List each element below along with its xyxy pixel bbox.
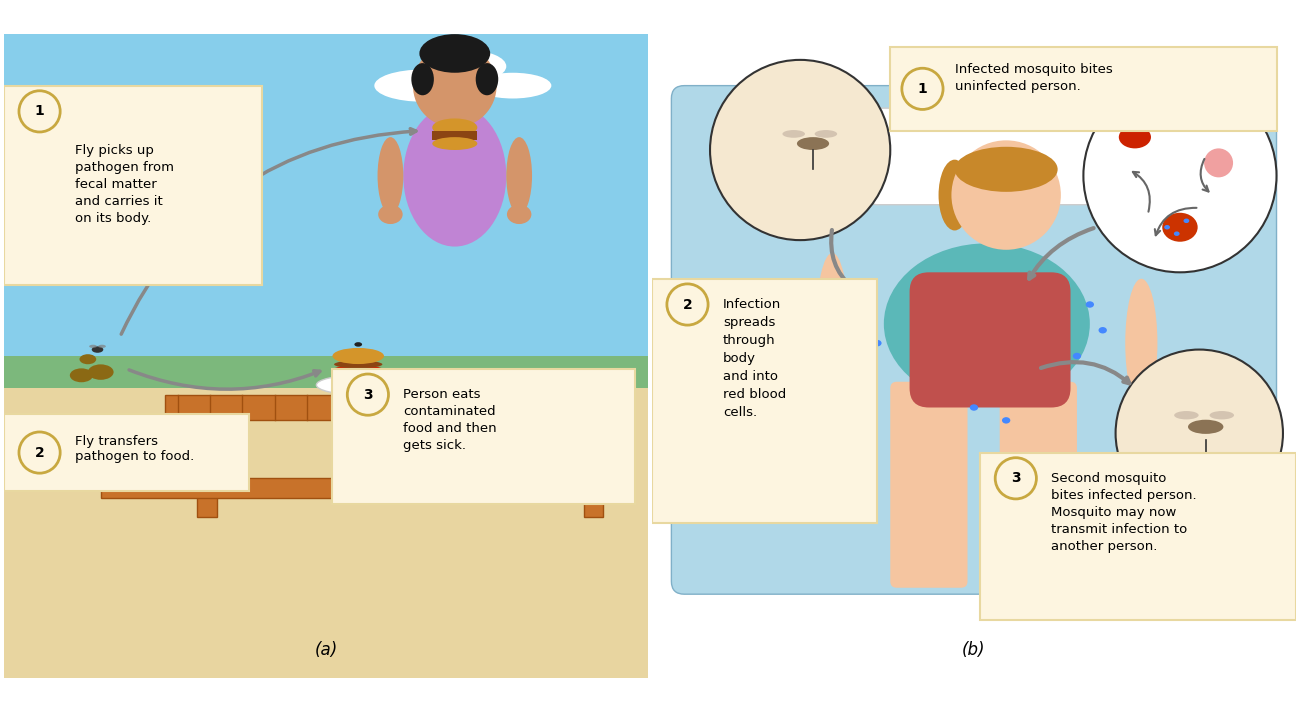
Circle shape [1083,79,1277,272]
Ellipse shape [1002,417,1010,424]
FancyBboxPatch shape [653,279,878,523]
Ellipse shape [355,342,363,347]
Ellipse shape [1209,411,1234,419]
Circle shape [996,458,1036,499]
Ellipse shape [1126,279,1157,407]
FancyBboxPatch shape [891,47,1277,131]
Ellipse shape [884,244,1089,404]
Ellipse shape [374,70,471,102]
Ellipse shape [1119,126,1150,148]
FancyBboxPatch shape [4,85,261,286]
Ellipse shape [377,137,403,214]
Circle shape [952,140,1061,250]
Text: Infection
spreads
through
body
and into
red blood
cells.: Infection spreads through body and into … [723,298,786,419]
Ellipse shape [92,346,103,352]
FancyBboxPatch shape [910,272,1070,407]
Ellipse shape [970,404,978,411]
Ellipse shape [1165,225,1170,229]
Circle shape [1115,350,1283,517]
Ellipse shape [1098,327,1106,333]
Ellipse shape [420,34,490,73]
FancyBboxPatch shape [433,131,477,140]
Ellipse shape [1086,301,1095,308]
Ellipse shape [939,159,971,231]
Ellipse shape [433,118,477,137]
Text: Infected mosquito bites
uninfected person.: Infected mosquito bites uninfected perso… [954,63,1113,93]
FancyBboxPatch shape [891,382,967,587]
Text: Fly picks up
pathogen from
fecal matter
and carries it
on its body.: Fly picks up pathogen from fecal matter … [75,144,174,224]
FancyBboxPatch shape [1000,382,1076,587]
Ellipse shape [874,340,881,346]
Text: 3: 3 [363,387,373,402]
Circle shape [20,432,60,473]
Ellipse shape [1162,213,1197,242]
Ellipse shape [783,130,805,137]
FancyBboxPatch shape [671,85,1277,595]
Ellipse shape [403,105,506,246]
Circle shape [347,374,389,415]
FancyBboxPatch shape [584,420,603,517]
Ellipse shape [79,354,96,365]
Ellipse shape [815,130,837,137]
Ellipse shape [378,205,403,224]
Ellipse shape [797,137,829,150]
Ellipse shape [90,345,97,348]
Ellipse shape [333,378,384,392]
Ellipse shape [429,51,506,83]
Ellipse shape [841,327,849,333]
Ellipse shape [1174,411,1199,419]
FancyBboxPatch shape [4,34,647,388]
Ellipse shape [816,253,849,394]
FancyBboxPatch shape [867,108,1113,205]
Circle shape [413,43,497,127]
Ellipse shape [507,205,532,224]
FancyBboxPatch shape [198,420,217,517]
Text: 2: 2 [35,446,44,459]
Circle shape [667,284,708,325]
Text: (a): (a) [315,641,338,659]
Ellipse shape [476,63,498,95]
Ellipse shape [1127,403,1156,425]
FancyBboxPatch shape [100,478,359,498]
Ellipse shape [332,370,386,378]
Ellipse shape [70,368,94,382]
FancyBboxPatch shape [4,414,248,491]
Ellipse shape [818,383,846,406]
FancyBboxPatch shape [4,356,647,433]
Ellipse shape [1204,148,1234,177]
Text: Person eats
contaminated
food and then
gets sick.: Person eats contaminated food and then g… [403,388,497,452]
Text: Second mosquito
bites infected person.
Mosquito may now
transmit infection to
an: Second mosquito bites infected person. M… [1052,472,1197,553]
Text: 3: 3 [1011,471,1020,486]
Ellipse shape [334,366,382,372]
Text: 2: 2 [682,298,693,312]
Ellipse shape [474,73,551,98]
Text: 1: 1 [35,105,44,118]
Ellipse shape [506,137,532,214]
Ellipse shape [1072,352,1082,360]
Ellipse shape [954,147,1058,192]
FancyBboxPatch shape [165,394,616,420]
Ellipse shape [1183,219,1190,223]
Ellipse shape [1188,420,1223,434]
Circle shape [710,60,891,240]
Text: 1: 1 [918,82,927,96]
Ellipse shape [433,137,477,150]
FancyBboxPatch shape [333,369,634,504]
Ellipse shape [316,375,400,394]
Ellipse shape [99,345,105,348]
Ellipse shape [1174,231,1179,236]
Text: (b): (b) [962,641,985,659]
Ellipse shape [854,301,862,308]
Ellipse shape [334,360,382,368]
Circle shape [20,90,60,132]
Ellipse shape [411,63,434,95]
FancyBboxPatch shape [980,453,1296,620]
Circle shape [902,68,942,110]
FancyBboxPatch shape [4,388,647,678]
Ellipse shape [333,348,384,364]
Ellipse shape [88,365,113,379]
Text: Fly transfers
pathogen to food.: Fly transfers pathogen to food. [75,434,194,463]
